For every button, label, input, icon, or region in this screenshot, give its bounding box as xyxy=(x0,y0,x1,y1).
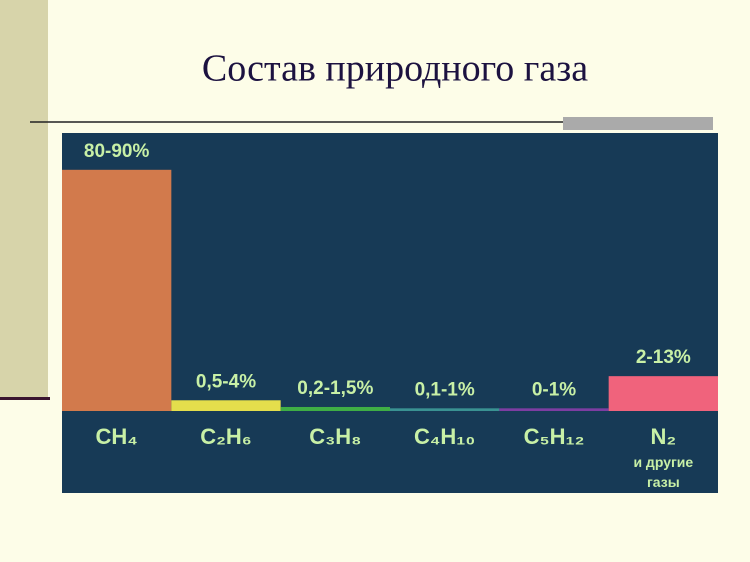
value-label: 0,1-1% xyxy=(415,379,475,400)
category-label: C₅H₁₂ xyxy=(524,424,585,449)
category-label: C₂H₆ xyxy=(200,424,252,449)
category-label: N₂ xyxy=(650,424,676,449)
side-band xyxy=(0,0,48,398)
category-note: и другие газы xyxy=(633,454,693,490)
title-accent xyxy=(563,117,713,130)
value-label: 80-90% xyxy=(84,141,150,162)
bar xyxy=(608,376,718,411)
bar xyxy=(171,400,281,411)
category-label: CH₄ xyxy=(96,424,138,449)
side-rule xyxy=(0,397,50,400)
value-label: 0-1% xyxy=(532,379,576,400)
value-label: 2-13% xyxy=(636,347,691,368)
slide-title: Состав природного газа xyxy=(202,48,588,90)
value-label: 0,2-1,5% xyxy=(297,378,373,399)
bar xyxy=(62,169,172,411)
category-label: C₃H₈ xyxy=(309,424,361,449)
value-label: 0,5-4% xyxy=(196,371,256,392)
category-label: C₄H₁₀ xyxy=(414,424,475,449)
bar xyxy=(499,408,609,411)
bar xyxy=(280,406,390,411)
bar xyxy=(390,408,500,411)
